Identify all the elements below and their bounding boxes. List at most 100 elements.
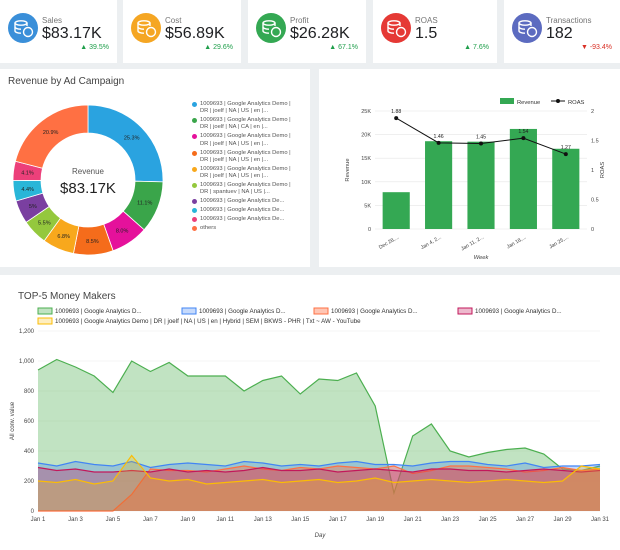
series-line [37,460,601,469]
y-tick-label: 20K [361,133,371,139]
x-tick-label: Jan 29 [554,517,573,523]
series-area [38,461,600,511]
top5-area-chart: 0 200 400 600 800 1,000 1,200 Jan 1 Jan 3 Jan 5 Ja… [10,307,610,539]
legend-label: others [200,225,217,232]
kpi-change: ▲ 7.6% [464,44,489,51]
kpi-change: ▲ 39.5% [80,44,109,51]
legend-label: 1009693 | Google Analytics De... [200,216,285,223]
legend-label: 1009693 | Google Analytics Demo | DR | s… [200,182,291,196]
legend-swatch [457,307,473,315]
y2-tick-label: 1.5 [591,139,599,145]
series-area [38,359,600,511]
legend-label: 1009693 | Google Analytics De... [200,207,285,214]
legend-dot [192,183,197,188]
donut-legend: 1009693 | Google Analytics Demo | DR | j… [192,101,304,261]
y-tick-label: 0 [31,509,35,515]
roas-data-label: 1.27 [561,145,571,151]
slice-label: 8.0% [116,229,129,235]
legend-item[interactable]: 1009693 | Google Analytics Demo | DR | j… [192,150,304,164]
database-dollar-icon [512,13,542,43]
revenue-roas-card: 0 5K 10K 15K 20K 25K 0 0.5 1 1.5 2 Dec 28,... Jan 4,… [319,69,620,267]
legend-dot [192,199,197,205]
revenue-bar [509,128,537,229]
kpi-value: 1.5 [415,25,438,42]
slice-label: 25.3% [124,135,140,141]
kpi-change: ▼ -93.4% [580,44,612,51]
kpi-card-sales: Sales $83.17K ▲ 39.5% [0,0,117,63]
slice-label: 4.1% [21,171,34,177]
kpi-label: Sales [42,16,63,25]
roas-data-label: 1.88 [391,109,401,115]
y-axis-title: Revenue [345,158,351,181]
y-tick-label: 10K [361,180,371,186]
legend-swatch [181,307,197,315]
legend-label: 1009693 | Google Analytics D... [475,308,562,315]
legend-label: 1009693 | Google Analytics Demo | DR | j… [200,101,291,115]
revenue-bar [425,141,453,229]
slice-label: 5% [29,204,37,210]
x-tick-label: Jan 13 [254,517,273,523]
legend-item[interactable]: 1009693 | Google Analytics De... [192,207,304,214]
revenue-bar [467,141,495,229]
top5-card: TOP-5 Money Makers 0 200 400 600 800 1,000 1,2… [0,275,620,550]
y2-tick-label: 0 [591,227,594,233]
x-tick-label: Jan 4, 2... [420,235,443,252]
roas-data-label: 1.54 [518,129,528,135]
kpi-change: ▲ 29.6% [204,44,233,51]
x-tick-label: Jan 21 [404,517,423,523]
legend-item[interactable]: 1009693 | Google Analytics Demo | DR | j… [192,133,304,147]
y2-tick-label: 0.5 [591,198,599,204]
donut-title: Revenue by Ad Campaign [8,76,125,87]
donut-center-value: $83.17K [60,180,116,197]
x-tick-label: Jan 23 [441,517,460,523]
x-axis-title: Day [315,533,327,539]
legend-label: 1009693 | Google Analytics Demo | DR | j… [200,149,291,163]
slice-label: 20.9% [43,130,59,136]
roas-data-label: 1.46 [434,134,444,140]
x-tick-label: Jan 25 [479,517,498,523]
y-tick-label: 5K [364,203,371,209]
legend-marker-roas [556,99,560,103]
x-tick-label: Dec 28,... [378,235,400,251]
kpi-card-transactions: Transactions 182 ▼ -93.4% [504,0,620,63]
slice-label: 6.8% [57,234,70,240]
legend-item[interactable]: 1009693 | Google Analytics De... [192,198,304,205]
legend-item[interactable]: 1009693 | Google Analytics Demo | DR | j… [192,117,304,131]
legend-label: 1009693 | Google Analytics D... [331,308,418,315]
slice-label: 8.5% [86,239,99,245]
kpi-card-profit: Profit $26.28K ▲ 67.1% [248,0,366,63]
y-tick-label: 600 [24,419,35,425]
series-line [37,466,601,473]
donut-chart: 25.3% 11.1% 8.0% 8.5% 6.8% 5.5% 5% 4.4% 4.1% 20.9… [12,104,164,256]
kpi-change: ▲ 67.1% [329,44,358,51]
kpi-label: ROAS [415,16,438,25]
roas-data-label: 1.45 [476,134,486,140]
legend-item[interactable]: others [192,225,304,232]
x-tick-label: Jan 7 [143,517,158,523]
x-tick-label: Jan 5 [106,517,121,523]
legend-item[interactable]: 1009693 | Google Analytics Demo | DR | j… [192,101,304,115]
kpi-label: Profit [290,16,309,25]
y-axis-title: All conv. value [10,401,16,440]
kpi-label: Cost [165,16,182,25]
roas-point [479,141,483,146]
slice-label: 4.4% [21,187,34,193]
legend-item[interactable]: 1009693 | Google Analytics Demo | DR | j… [192,166,304,180]
legend-swatch [37,307,53,315]
legend-label: 1009693 | Google Analytics Demo | DR | j… [55,318,361,325]
legend-item[interactable]: 1009693 | Google Analytics De... [192,216,304,223]
x-tick-label: Jan 9 [181,517,196,523]
legend-label: 1009693 | Google Analytics Demo | DR | j… [200,133,291,147]
legend-dot [192,134,197,140]
legend-label: 1009693 | Google Analytics D... [199,308,286,315]
legend-swatch [37,317,53,325]
kpi-card-cost: Cost $56.89K ▲ 29.6% [123,0,241,63]
legend-dot [192,208,197,214]
y-tick-label: 800 [24,389,35,395]
roas-point [436,140,441,145]
legend-item[interactable]: 1009693 | Google Analytics Demo | DR | s… [192,182,304,196]
x-tick-label: Jan 15 [291,517,310,523]
series-line [37,454,601,485]
legend-label-revenue: Revenue [517,100,540,106]
series-area [38,455,600,511]
